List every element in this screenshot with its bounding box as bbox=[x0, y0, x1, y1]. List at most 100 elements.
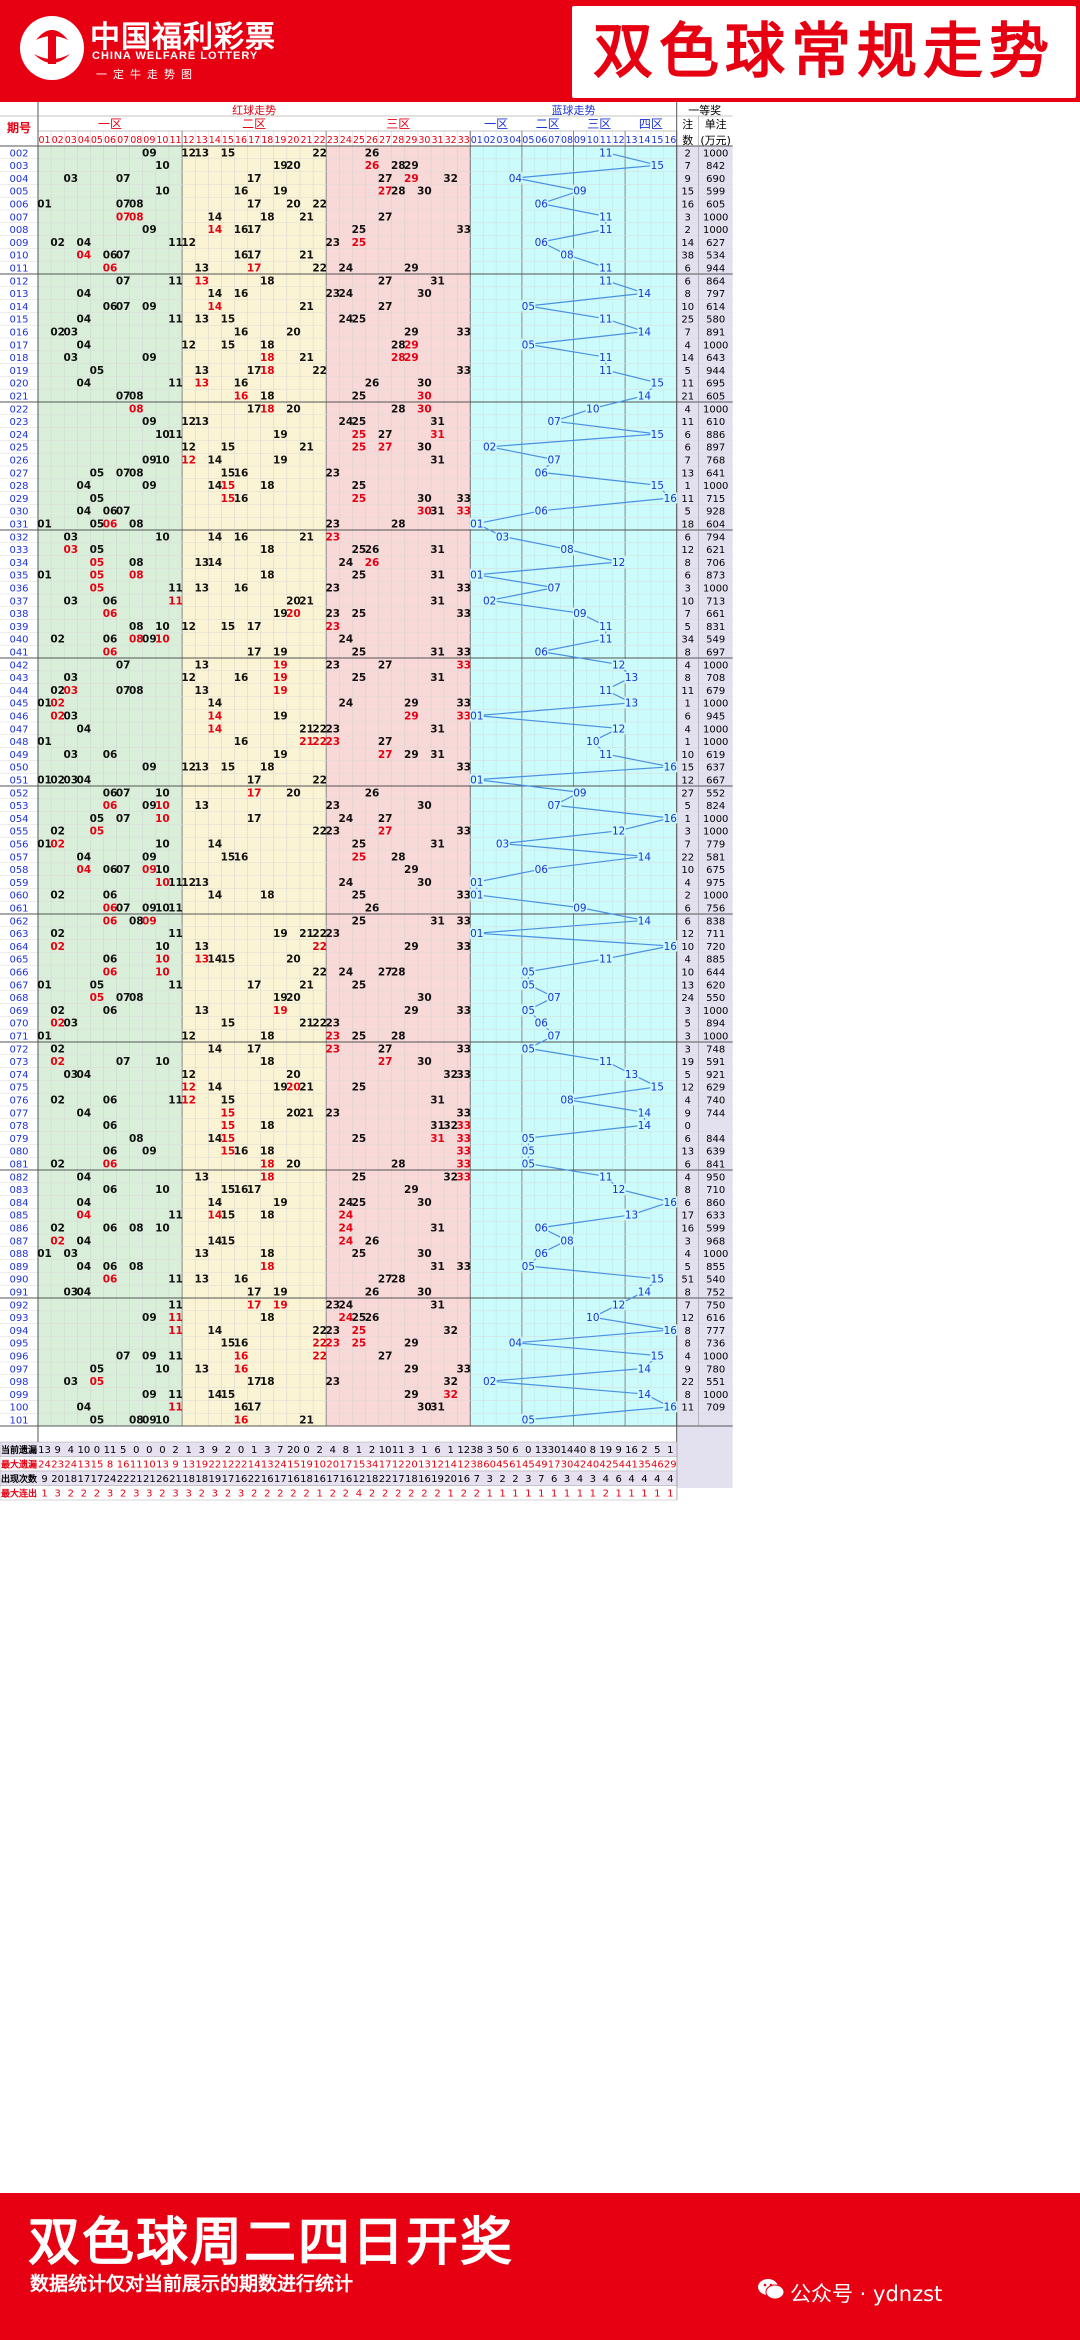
red-ball: 27 bbox=[378, 736, 393, 748]
red-ball: 05 bbox=[90, 1415, 105, 1427]
red-ball: 33 bbox=[456, 698, 471, 710]
red-ball: 33 bbox=[456, 1133, 471, 1145]
red-ball: 15 bbox=[221, 851, 236, 863]
red-ball: 21 bbox=[299, 736, 314, 748]
red-ball: 33 bbox=[456, 1043, 471, 1055]
red-number-header: 17 bbox=[248, 135, 260, 146]
red-number-header: 08 bbox=[130, 135, 142, 146]
red-ball: 29 bbox=[404, 352, 419, 364]
prize-amount: 620 bbox=[706, 980, 725, 991]
blue-trend-header: 蓝球走势 bbox=[552, 103, 596, 117]
red-ball: 13 bbox=[194, 1248, 209, 1260]
red-ball: 25 bbox=[352, 544, 367, 556]
red-ball: 31 bbox=[430, 1223, 445, 1235]
red-ball: 07 bbox=[116, 211, 131, 223]
winners-count: 7 bbox=[685, 456, 691, 467]
red-ball: 17 bbox=[247, 1402, 262, 1414]
red-ball: 26 bbox=[365, 557, 380, 569]
blue-ball: 11 bbox=[599, 147, 612, 159]
red-ball: 23 bbox=[325, 1107, 340, 1119]
blue-ball-bg bbox=[650, 479, 665, 491]
red-ball: 23 bbox=[325, 519, 340, 531]
prize-amount: 777 bbox=[706, 1326, 725, 1337]
red-ball: 14 bbox=[208, 224, 223, 236]
red-ball: 08 bbox=[129, 1261, 144, 1273]
wechat-account: 公众号 · ydnzst bbox=[790, 2282, 943, 2306]
red-ball: 19 bbox=[273, 1082, 288, 1094]
red-ball: 19 bbox=[273, 672, 288, 684]
winners-count: 7 bbox=[685, 328, 691, 339]
red-ball: 21 bbox=[299, 531, 314, 543]
red-ball: 02 bbox=[50, 775, 65, 787]
blue-ball: 14 bbox=[638, 327, 652, 339]
prize-amount: 605 bbox=[706, 200, 725, 211]
winners-count: 12 bbox=[681, 545, 694, 556]
prize-amount: 740 bbox=[706, 1096, 725, 1107]
prize-amount: 1000 bbox=[703, 340, 728, 351]
prize-amount: 1000 bbox=[703, 225, 728, 236]
winners-count: 4 bbox=[685, 955, 691, 966]
red-number-header: 16 bbox=[235, 135, 247, 146]
red-ball: 30 bbox=[417, 403, 432, 415]
red-ball: 05 bbox=[90, 570, 105, 582]
issue-label: 075 bbox=[9, 1083, 28, 1094]
blue-ball: 15 bbox=[651, 480, 664, 492]
issue-label: 096 bbox=[9, 1352, 28, 1363]
red-ball: 19 bbox=[273, 1005, 288, 1017]
stats-value: 4 bbox=[641, 1474, 647, 1485]
blue-ball: 09 bbox=[573, 787, 586, 799]
footer-bar bbox=[0, 2193, 1080, 2340]
red-ball: 20 bbox=[286, 1159, 301, 1171]
red-ball: 25 bbox=[352, 1197, 367, 1209]
red-ball: 21 bbox=[299, 928, 314, 940]
stats-value: 1 bbox=[356, 1445, 362, 1456]
red-ball: 04 bbox=[77, 723, 92, 735]
stats-value: 8 bbox=[343, 1445, 349, 1456]
red-zone-header: 三区 bbox=[386, 117, 410, 131]
issue-label: 091 bbox=[9, 1288, 28, 1299]
blue-ball-bg bbox=[521, 978, 536, 990]
red-ball: 31 bbox=[430, 429, 445, 441]
winners-count: 8 bbox=[685, 673, 691, 684]
red-ball: 22 bbox=[312, 263, 327, 275]
red-ball: 18 bbox=[260, 480, 275, 492]
winners-count: 27 bbox=[681, 788, 694, 799]
red-ball: 25 bbox=[352, 1082, 367, 1094]
winners-count: 7 bbox=[685, 161, 691, 172]
red-ball: 02 bbox=[50, 1056, 65, 1068]
blue-ball-bg bbox=[611, 658, 626, 670]
stats-value: 2 bbox=[251, 1489, 257, 1500]
red-ball: 33 bbox=[456, 1363, 471, 1375]
stats-value: 0 bbox=[238, 1445, 244, 1456]
stats-value: 13 bbox=[261, 1460, 274, 1471]
red-number-header: 22 bbox=[314, 135, 326, 146]
prize-amount: 616 bbox=[706, 1313, 725, 1324]
red-ball: 15 bbox=[221, 1184, 236, 1196]
issue-label: 101 bbox=[9, 1416, 28, 1427]
red-ball: 30 bbox=[417, 493, 432, 505]
red-ball: 14 bbox=[208, 455, 223, 467]
red-ball: 10 bbox=[155, 800, 170, 812]
red-ball: 10 bbox=[155, 1223, 170, 1235]
blue-ball-bg bbox=[521, 1145, 536, 1157]
red-ball: 02 bbox=[50, 711, 65, 723]
blue-number-header: 02 bbox=[484, 135, 496, 146]
winners-count: 22 bbox=[681, 1377, 694, 1388]
red-ball: 13 bbox=[194, 416, 209, 428]
prize-amount: 1000 bbox=[703, 1006, 728, 1017]
winners-count: 6 bbox=[685, 1160, 691, 1171]
red-number-header: 02 bbox=[52, 135, 64, 146]
blue-ball-bg bbox=[495, 838, 510, 850]
stats-value: 42 bbox=[574, 1460, 587, 1471]
red-ball: 25 bbox=[352, 391, 367, 403]
blue-ball: 05 bbox=[522, 301, 535, 313]
red-ball: 13 bbox=[194, 583, 209, 595]
red-ball: 02 bbox=[50, 634, 65, 646]
stats-value: 2 bbox=[81, 1489, 87, 1500]
red-ball: 18 bbox=[260, 365, 275, 377]
red-number-header: 10 bbox=[156, 135, 168, 146]
winners-count: 4 bbox=[685, 1352, 691, 1363]
red-ball: 07 bbox=[116, 1351, 131, 1363]
issue-label: 003 bbox=[9, 161, 28, 172]
red-ball: 07 bbox=[116, 301, 131, 313]
